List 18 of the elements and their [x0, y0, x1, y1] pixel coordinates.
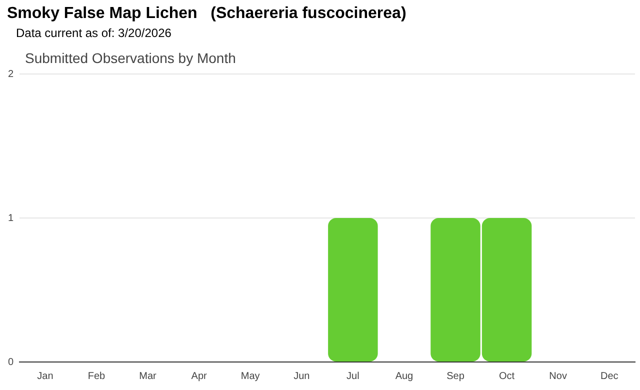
text: Submitted Observations by Month: [25, 50, 236, 66]
x-tick-label: May: [240, 370, 260, 382]
x-tick-label: Oct: [499, 370, 515, 382]
y-tick-label: 0: [8, 356, 14, 368]
x-tick-label: Apr: [191, 370, 208, 382]
chart-title: Smoky False Map Lichen (Schaereria fuscocinerea): [7, 5, 406, 23]
x-tick-label: Jan: [37, 370, 54, 382]
x-tick-label: Jun: [294, 370, 310, 382]
y-tick-label: 1: [8, 212, 14, 224]
x-tick-label: Jul: [346, 370, 360, 382]
chart-subtitle: Data current as of: 3/20/2026: [16, 26, 172, 40]
x-tick-label: Feb: [88, 370, 106, 382]
x-tick-label: Mar: [139, 370, 158, 382]
x-tick-label: Sep: [446, 370, 465, 382]
y-tick-label: 2: [8, 68, 14, 80]
x-tick-label: Aug: [395, 370, 414, 382]
x-tick-label: Nov: [549, 370, 567, 382]
x-tick-label: Dec: [600, 370, 618, 382]
